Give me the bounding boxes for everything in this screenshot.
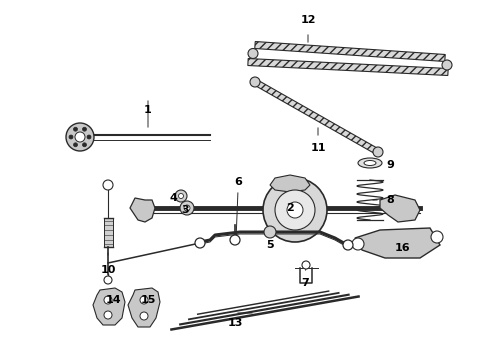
Polygon shape bbox=[380, 195, 420, 222]
Text: 2: 2 bbox=[286, 203, 294, 213]
Polygon shape bbox=[93, 288, 125, 325]
Circle shape bbox=[250, 77, 260, 87]
Circle shape bbox=[431, 231, 443, 243]
Polygon shape bbox=[255, 41, 445, 62]
Bar bbox=[103, 218, 113, 247]
Ellipse shape bbox=[358, 158, 382, 168]
Text: 3: 3 bbox=[181, 205, 189, 215]
Circle shape bbox=[175, 190, 187, 202]
Circle shape bbox=[82, 143, 87, 147]
Circle shape bbox=[302, 261, 310, 269]
Polygon shape bbox=[253, 80, 379, 154]
Circle shape bbox=[287, 202, 303, 218]
Text: 1: 1 bbox=[144, 105, 152, 115]
Circle shape bbox=[87, 135, 91, 139]
Circle shape bbox=[180, 201, 194, 215]
Circle shape bbox=[442, 60, 452, 70]
Circle shape bbox=[69, 135, 73, 139]
Circle shape bbox=[264, 226, 276, 238]
Circle shape bbox=[263, 178, 327, 242]
Circle shape bbox=[75, 132, 85, 142]
Circle shape bbox=[184, 205, 190, 211]
Polygon shape bbox=[128, 288, 160, 327]
Circle shape bbox=[343, 240, 353, 250]
Text: 10: 10 bbox=[100, 265, 116, 275]
Text: 15: 15 bbox=[140, 295, 156, 305]
Circle shape bbox=[66, 123, 94, 151]
Text: 7: 7 bbox=[301, 278, 309, 288]
Polygon shape bbox=[355, 228, 440, 258]
Text: 4: 4 bbox=[169, 193, 177, 203]
Circle shape bbox=[275, 190, 315, 230]
Circle shape bbox=[103, 180, 113, 190]
Polygon shape bbox=[270, 175, 310, 192]
Circle shape bbox=[82, 127, 87, 131]
Text: 14: 14 bbox=[105, 295, 121, 305]
Circle shape bbox=[74, 143, 77, 147]
Circle shape bbox=[373, 147, 383, 157]
Circle shape bbox=[230, 235, 240, 245]
Circle shape bbox=[140, 312, 148, 320]
Circle shape bbox=[140, 296, 148, 304]
Polygon shape bbox=[248, 59, 448, 76]
Circle shape bbox=[104, 296, 112, 304]
Circle shape bbox=[104, 311, 112, 319]
Ellipse shape bbox=[364, 161, 376, 166]
Text: 5: 5 bbox=[266, 240, 274, 250]
Circle shape bbox=[104, 276, 112, 284]
Circle shape bbox=[195, 238, 205, 248]
Circle shape bbox=[74, 127, 77, 131]
Text: 13: 13 bbox=[227, 318, 243, 328]
Polygon shape bbox=[130, 198, 155, 222]
Circle shape bbox=[248, 49, 258, 58]
Text: 12: 12 bbox=[300, 15, 316, 25]
Text: 9: 9 bbox=[386, 160, 394, 170]
Text: 16: 16 bbox=[394, 243, 410, 253]
Text: 11: 11 bbox=[310, 143, 326, 153]
Circle shape bbox=[352, 238, 364, 250]
Text: 8: 8 bbox=[386, 195, 394, 205]
Circle shape bbox=[178, 194, 183, 198]
Text: 6: 6 bbox=[234, 177, 242, 187]
